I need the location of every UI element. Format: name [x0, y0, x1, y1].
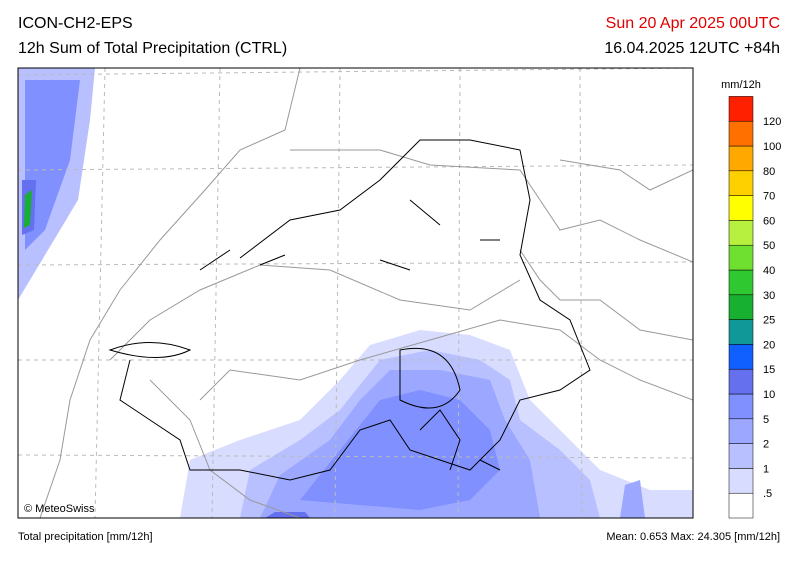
colorbar-label: 120: [763, 116, 781, 128]
colorbar-label: 5: [763, 414, 769, 426]
colorbar-box: [728, 145, 754, 172]
precipitation: [18, 68, 693, 518]
colorbar-box: [728, 170, 754, 196]
colorbar-box: [728, 244, 754, 271]
credit: © MeteoSwiss: [24, 503, 95, 515]
colorbar-box: [728, 393, 754, 420]
colorbar-label: 80: [763, 166, 775, 178]
colorbar-label: 40: [763, 265, 775, 277]
map-frame: [17, 67, 694, 519]
colorbar-box: [728, 344, 754, 370]
colorbar-label: 30: [763, 290, 775, 302]
colorbar-unit: mm/12h: [721, 79, 761, 91]
footer-right: Mean: 0.653 Max: 24.305 [mm/12h]: [606, 531, 780, 543]
colorbar-label: .5: [763, 488, 772, 500]
colorbar-box: [728, 195, 754, 221]
colorbar-box: [728, 443, 754, 469]
colorbar-label: 1: [763, 463, 769, 475]
colorbar-box: [728, 96, 754, 122]
colorbar-label: 70: [763, 191, 775, 203]
colorbar-box: [728, 368, 754, 395]
colorbar-label: 100: [763, 141, 781, 153]
country-borders: [108, 139, 591, 481]
colorbar-label: 10: [763, 389, 775, 401]
colorbar-box: [728, 269, 754, 296]
graticule: [18, 68, 693, 518]
footer-left: Total precipitation [mm/12h]: [18, 531, 153, 543]
valid-time: Sun 20 Apr 2025 00UTC: [606, 15, 780, 32]
colorbar-box: [728, 220, 754, 246]
colorbar-box: [728, 492, 754, 519]
colorbar-label: 60: [763, 215, 775, 227]
borders: [39, 68, 693, 518]
colorbar-label: 15: [763, 364, 775, 376]
colorbar-box: [728, 294, 754, 320]
colorbar-box: [728, 120, 754, 147]
colorbar-label: 2: [763, 439, 769, 451]
colorbar-label: 20: [763, 339, 775, 351]
colorbar-box: [728, 418, 754, 444]
colorbar-label: 50: [763, 240, 775, 252]
colorbar-label: 25: [763, 315, 775, 327]
colorbar-box: [728, 468, 754, 494]
model-name: ICON-CH2-EPS: [18, 15, 133, 32]
run-time: 16.04.2025 12UTC +84h: [604, 40, 780, 57]
map: © MeteoSwiss: [17, 67, 694, 519]
field-name: 12h Sum of Total Precipitation (CTRL): [18, 40, 287, 57]
colorbar-box: [728, 319, 754, 345]
